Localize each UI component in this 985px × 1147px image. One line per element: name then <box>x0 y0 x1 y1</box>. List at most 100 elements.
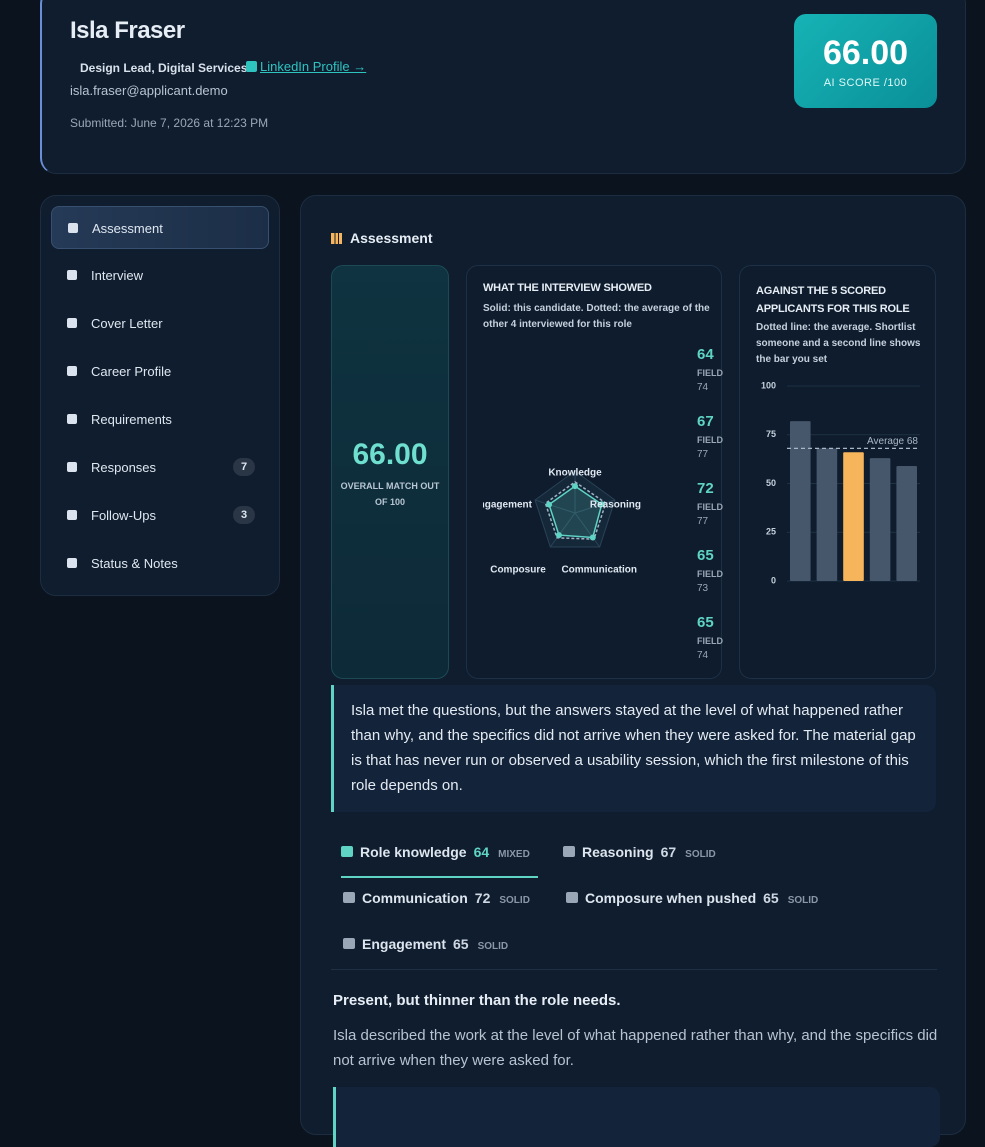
bar <box>790 421 811 581</box>
nav-item[interactable]: Assessment <box>51 206 269 249</box>
radar-field-label: FIELD <box>697 435 723 445</box>
dimension-score: 65 <box>763 890 779 906</box>
bar <box>896 465 917 581</box>
radar-spoke <box>574 512 601 548</box>
nav-label[interactable]: Follow-Ups <box>91 508 157 523</box>
bar-subtitle: Dotted line: the average. Shortlist some… <box>756 322 921 365</box>
nav-icon <box>67 510 77 520</box>
bar <box>869 458 891 581</box>
radar-field-score: 77 <box>697 449 709 460</box>
sidebar-nav: Assessment Interview Cover Letter Career Pr… <box>40 195 280 596</box>
radar-score: 65 <box>697 614 714 631</box>
nav-label[interactable]: Requirements <box>91 412 172 427</box>
section-icon <box>331 233 342 244</box>
dimension-tab[interactable]: Engagement 65 SOLID <box>343 936 508 952</box>
dimension-score: 67 <box>660 844 677 860</box>
nav-label[interactable]: Cover Letter <box>91 316 163 331</box>
radar-point <box>555 532 562 539</box>
nav-label[interactable]: Assessment <box>92 221 163 236</box>
dimension-tab[interactable]: Composure when pushed 65 SOLID <box>566 890 818 906</box>
nav-item[interactable]: Responses 7 <box>51 446 269 489</box>
y-tick-label: 0 <box>771 575 776 585</box>
nav-label[interactable]: Responses <box>91 460 157 475</box>
radar-axis-label: Knowledge <box>548 468 602 479</box>
candidate-header: Isla Fraser Design Lead, Digital Service… <box>40 0 966 174</box>
ai-score-box: 66.00 AI SCORE /100 <box>794 14 937 108</box>
y-tick-label: 100 <box>761 380 776 390</box>
nav-badge: 7 <box>233 458 255 476</box>
radar-axis-label: Reasoning <box>590 500 641 511</box>
dimension-tab[interactable]: Role knowledge 64 MIXED <box>341 844 530 860</box>
dimension-tab[interactable]: Reasoning 67 SOLID <box>563 844 716 860</box>
radar-field-score: 73 <box>697 583 709 594</box>
dimension-tab[interactable]: Communication 72 SOLID <box>343 890 530 906</box>
nav-item[interactable]: Cover Letter <box>51 302 269 345</box>
radar-axis-label: Engagement <box>483 500 533 511</box>
y-tick-label: 25 <box>766 527 776 537</box>
dimension-score: 65 <box>453 936 469 952</box>
y-tick-label: 50 <box>766 478 776 488</box>
bar-card: AGAINST THE 5 SCORED APPLICANTS FOR THIS… <box>739 265 936 679</box>
nav-icon <box>67 462 77 472</box>
radar-candidate <box>548 485 603 539</box>
page: Candidate assessment {"header": {"name":… <box>40 0 966 1147</box>
nav-badge: 3 <box>233 506 255 524</box>
radar-field-score: 74 <box>697 382 709 393</box>
overall-card: 66.00 OVERALL MATCH OUT OF 100 <box>331 265 449 679</box>
finding-quote <box>333 1087 940 1147</box>
nav-item[interactable]: Interview <box>51 254 269 297</box>
radar-axis-label: Composure <box>490 565 546 576</box>
y-tick-label: 75 <box>766 429 776 439</box>
dimension-icon <box>343 938 355 949</box>
radar-score: 72 <box>697 480 714 497</box>
dimension-icon <box>341 846 353 857</box>
nav-icon <box>67 366 77 376</box>
active-tab-underline <box>341 876 538 878</box>
dimension-name[interactable]: Role knowledge <box>360 844 467 860</box>
nav-item[interactable]: Follow-Ups 3 <box>51 494 269 537</box>
radar-title: WHAT THE INTERVIEW SHOWED <box>483 282 652 294</box>
radar-point <box>598 501 605 508</box>
linkedin-icon <box>246 61 257 72</box>
nav-label[interactable]: Status & Notes <box>91 556 178 571</box>
dimension-verdict: SOLID <box>685 849 716 860</box>
dimension-icon <box>566 892 578 903</box>
dimension-name[interactable]: Reasoning <box>582 844 654 860</box>
radar-spoke <box>549 512 576 548</box>
nav-label[interactable]: Career Profile <box>91 364 172 379</box>
dimension-name[interactable]: Communication <box>362 890 468 906</box>
radar-point <box>589 534 596 541</box>
radar-score: 65 <box>697 547 714 564</box>
dimension-verdict: SOLID <box>787 895 819 906</box>
summary-quote: Isla met the questions, but the answers … <box>331 685 936 812</box>
nav-icon <box>67 558 77 568</box>
dimension-name[interactable]: Composure when pushed <box>585 890 757 906</box>
finding-body: Isla described the work at the level of … <box>333 1027 938 1069</box>
nav-label[interactable]: Interview <box>91 268 144 283</box>
nav-item[interactable]: Requirements <box>51 398 269 441</box>
radar-chart: Knowledge Reasoning Communication Composure… <box>483 468 641 576</box>
candidate-role: Design Lead, Digital Services <box>80 61 248 75</box>
section-title: Assessment <box>331 230 433 246</box>
linkedin-text[interactable]: LinkedIn Profile → <box>260 59 367 74</box>
radar-card: WHAT THE INTERVIEW SHOWED Solid: this ca… <box>466 265 723 679</box>
radar-field-label: FIELD <box>697 502 723 512</box>
dimension-verdict: MIXED <box>498 849 530 860</box>
candidate-email: isla.fraser@applicant.demo <box>70 83 228 98</box>
nav-icon <box>67 318 77 328</box>
overall-label: OVERALL MATCH OUT OF 100 <box>340 481 440 507</box>
section-title-text: Assessment <box>350 230 433 246</box>
linkedin-link[interactable]: LinkedIn Profile → <box>246 59 366 74</box>
dimension-name[interactable]: Engagement <box>362 936 447 952</box>
nav-item[interactable]: Status & Notes <box>51 542 269 585</box>
bar <box>843 452 864 581</box>
nav-icon <box>68 223 78 233</box>
radar-field-label: FIELD <box>697 636 723 646</box>
app: Isla Fraser Design Lead, Digital Service… <box>40 0 966 1147</box>
radar-field-label: FIELD <box>697 368 723 378</box>
nav-item[interactable]: Career Profile <box>51 350 269 393</box>
dimension-icon <box>343 892 355 903</box>
radar-score: 64 <box>697 346 714 363</box>
radar-spoke <box>574 499 616 514</box>
assessment-panel: Assessment 66.00 OVERALL MATCH OUT OF 10… <box>300 195 966 1147</box>
